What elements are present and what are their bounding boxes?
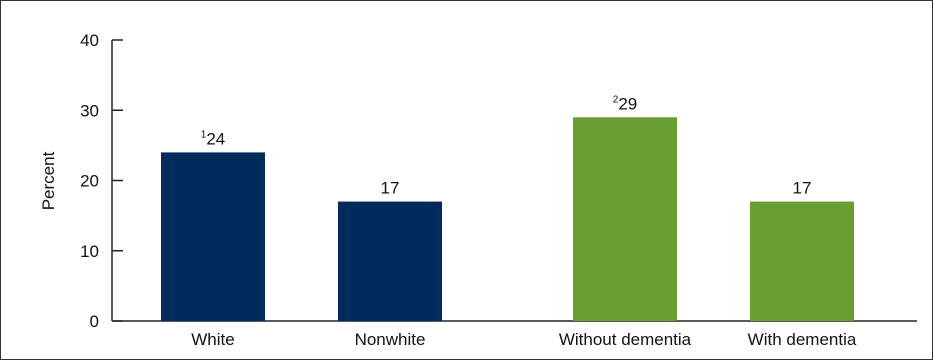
bar-value-label: 229 [613,94,637,113]
x-category-label: Without dementia [559,330,692,349]
x-category-label: White [191,330,234,349]
footnote-marker: 2 [613,94,619,105]
bar-value: 29 [618,94,637,113]
y-tick-label: 30 [80,101,99,120]
bar-value: 24 [206,129,225,148]
bar-value-label: 17 [793,179,812,198]
bar [161,152,265,321]
bar-layer [161,117,854,322]
x-category-label: With dementia [748,330,857,349]
label-layer: 124 White 17 Nonwhite 229 Without dementia 17 W… [191,94,857,349]
y-tick-label: 10 [80,242,99,261]
y-tick-label: 40 [80,31,99,50]
bar-value-label: 17 [381,179,400,198]
bar-value-label: 124 [201,129,225,148]
y-axis-title: Percent [39,151,58,210]
y-tick-label: 0 [90,312,99,331]
y-tick-label: 20 [80,172,99,191]
bar [573,117,677,322]
bar [338,201,442,321]
footnote-marker: 1 [201,129,207,140]
x-category-label: Nonwhite [355,330,426,349]
bar [750,201,854,321]
